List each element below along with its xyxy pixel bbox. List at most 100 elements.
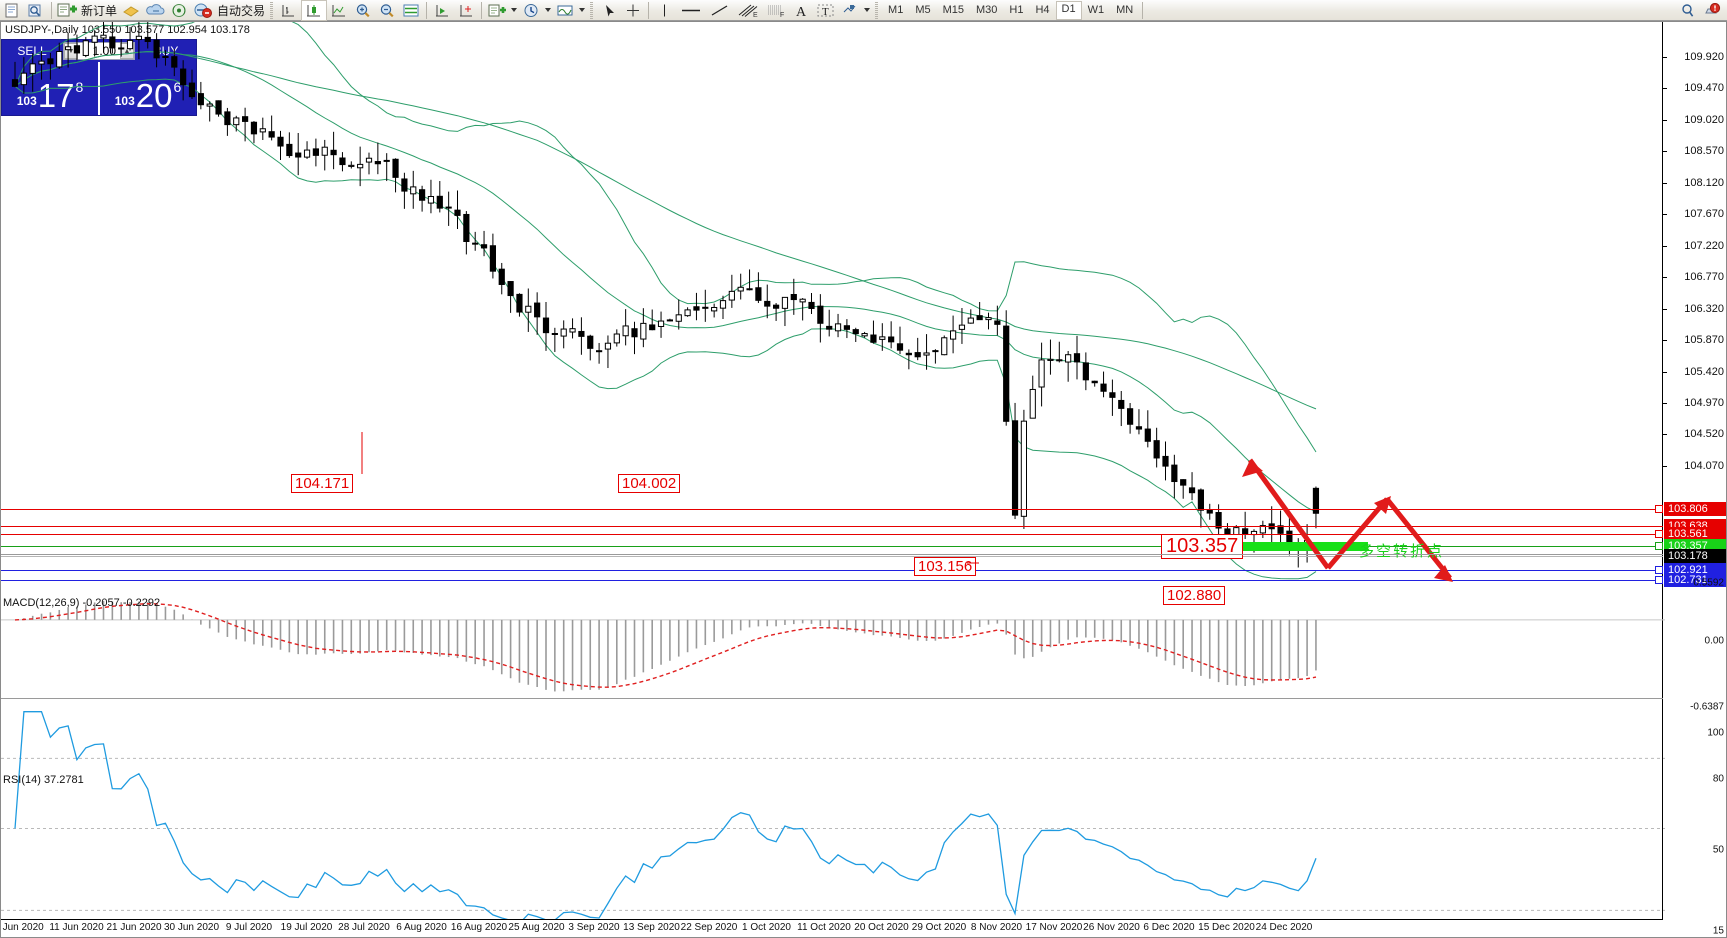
toolbar-grip[interactable] [269, 1, 276, 19]
zoom-in-icon[interactable] [351, 1, 375, 20]
shapes-icon[interactable] [838, 1, 862, 20]
macd-scale-label: 0.00 [1704, 635, 1724, 647]
new-order-icon[interactable] [55, 1, 79, 20]
chinese-annotation[interactable]: 多空转折点 [1359, 543, 1445, 560]
buy-button[interactable]: BUY [153, 44, 179, 58]
shapes-caret-icon[interactable] [864, 8, 871, 12]
volume-stepper[interactable]: ▼ 1.00 ▲ [63, 42, 135, 60]
buy-price-main: 20 [135, 77, 173, 114]
trendline-icon[interactable] [706, 1, 734, 20]
price-axis[interactable]: 109.920 109.470 109.020 108.570 108.120 107.6… [1662, 22, 1726, 937]
period-d1[interactable]: D1 [1055, 0, 1082, 20]
candlestick-chart-icon[interactable] [301, 0, 328, 21]
price-tag-102731[interactable]: 102.731 [1664, 573, 1726, 587]
price-tag-103561[interactable]: 103.561 [1664, 527, 1726, 541]
line-chart-icon[interactable] [327, 1, 351, 20]
price-tag-103806[interactable]: 103.806 [1664, 502, 1726, 516]
callout-104171[interactable]: 104.171 [291, 474, 354, 493]
chart-window[interactable]: 109.920 109.470 109.020 108.570 108.120 107.6… [0, 21, 1727, 938]
level-node-103357[interactable] [1655, 542, 1663, 550]
open-chart-icon[interactable] [0, 1, 24, 20]
cursor-icon[interactable] [597, 1, 621, 20]
text-label-icon[interactable]: A [790, 1, 814, 20]
indicators-icon[interactable] [485, 1, 509, 20]
crosshair-icon[interactable] [621, 1, 645, 20]
level-line-102921[interactable] [1, 570, 1663, 571]
toolbar-grip-2[interactable] [589, 1, 596, 19]
sell-price[interactable]: 103 17 8 [2, 62, 98, 115]
price-tick-label: 108.120 [1684, 176, 1724, 189]
callout-103357[interactable]: 103.357 [1161, 534, 1244, 559]
sell-button[interactable]: SELL [17, 44, 47, 58]
auto-scroll-icon[interactable] [430, 1, 454, 20]
signals-icon[interactable] [167, 1, 191, 20]
time-tick-label: 22 Sep 2020 [680, 922, 738, 933]
indicators-caret-icon[interactable] [511, 8, 518, 12]
period-h4[interactable]: H4 [1035, 3, 1050, 16]
expert-advisor-icon[interactable] [119, 1, 143, 20]
time-tick-label: 3 Sep 2020 [568, 922, 620, 933]
horizontal-line-icon[interactable] [676, 1, 706, 20]
period-m30[interactable]: M30 [976, 3, 998, 16]
periods-caret-icon[interactable] [545, 8, 552, 12]
time-tick-label: 11 Jun 2020 [49, 922, 104, 933]
templates-icon[interactable] [553, 1, 577, 20]
time-tick-label: 16 Aug 2020 [450, 922, 508, 933]
level-line-103638[interactable] [1, 526, 1663, 527]
period-m5[interactable]: M5 [915, 3, 931, 16]
time-tick-label: 13 Sep 2020 [623, 922, 680, 933]
callout-104002[interactable]: 104.002 [618, 474, 681, 493]
help-search-icon[interactable] [1676, 1, 1700, 20]
bar-chart-icon[interactable] [277, 1, 301, 20]
auto-trading-icon[interactable] [191, 1, 215, 20]
sell-price-prefix: 103 [16, 94, 37, 108]
vertical-line-icon[interactable] [652, 1, 676, 20]
level-node-102921[interactable] [1655, 566, 1663, 574]
crosshair-grid-icon[interactable] [454, 1, 478, 20]
search-icon[interactable] [24, 1, 48, 20]
period-m1[interactable]: M1 [888, 3, 904, 16]
level-line-103561[interactable] [1, 534, 1663, 535]
toolbar-grip-3[interactable] [874, 1, 881, 19]
period-w1[interactable]: W1 [1087, 3, 1105, 16]
chart-shift-icon[interactable] [399, 1, 423, 20]
alert-icon[interactable] [1700, 1, 1724, 20]
time-tick-label: 30 Jun 2020 [163, 922, 220, 933]
auto-trading-label[interactable]: 自动交易 [217, 3, 266, 18]
level-node-102731[interactable] [1655, 576, 1663, 584]
text-box-icon[interactable]: T [814, 1, 838, 20]
time-tick-label: 1 Oct 2020 [742, 922, 791, 933]
pivot-zone-bar[interactable] [1225, 542, 1368, 551]
level-line-103178[interactable] [1, 556, 1663, 557]
period-h1[interactable]: H1 [1009, 3, 1024, 16]
zoom-out-icon[interactable] [375, 1, 399, 20]
period-mn[interactable]: MN [1116, 3, 1134, 16]
fibonacci-icon[interactable]: F [762, 1, 790, 20]
callout-103156[interactable]: 103.156 [914, 557, 977, 576]
data-center-icon[interactable] [143, 1, 167, 20]
level-line-102731[interactable] [1, 580, 1663, 581]
time-tick-label: 28 Jul 2020 [338, 922, 390, 933]
rsi-scale-label: 80 [1712, 773, 1724, 785]
level-node-103561[interactable] [1655, 530, 1663, 538]
level-line-103806[interactable] [1, 509, 1663, 510]
level-line-103357[interactable] [1, 546, 1663, 547]
templates-caret-icon[interactable] [579, 8, 586, 12]
price-tick-label: 109.020 [1684, 113, 1724, 126]
new-order-label[interactable]: 新订单 [81, 3, 118, 18]
price-tag-103178[interactable]: 103.178 [1664, 549, 1726, 563]
macd-scale-label: -0.6387 [1690, 701, 1724, 713]
time-tick-label: 17 Nov 2020 [1025, 922, 1083, 933]
time-tick-label: 9 Jul 2020 [225, 922, 273, 933]
period-m15[interactable]: M15 [942, 3, 964, 16]
level-node-103806[interactable] [1655, 505, 1663, 513]
svg-text:F: F [780, 12, 784, 18]
equidistant-channel-icon[interactable]: E [734, 1, 762, 20]
price-tick-label: 107.670 [1684, 208, 1724, 221]
callout-102880[interactable]: 102.880 [1163, 586, 1226, 605]
plot-area[interactable]: USDJPY-,Daily 103.550 103.577 102.954 10… [1, 22, 1665, 937]
price-tick-mark [1663, 402, 1667, 404]
periods-icon[interactable] [519, 1, 543, 20]
buy-price[interactable]: 103 20 6 [100, 62, 196, 115]
